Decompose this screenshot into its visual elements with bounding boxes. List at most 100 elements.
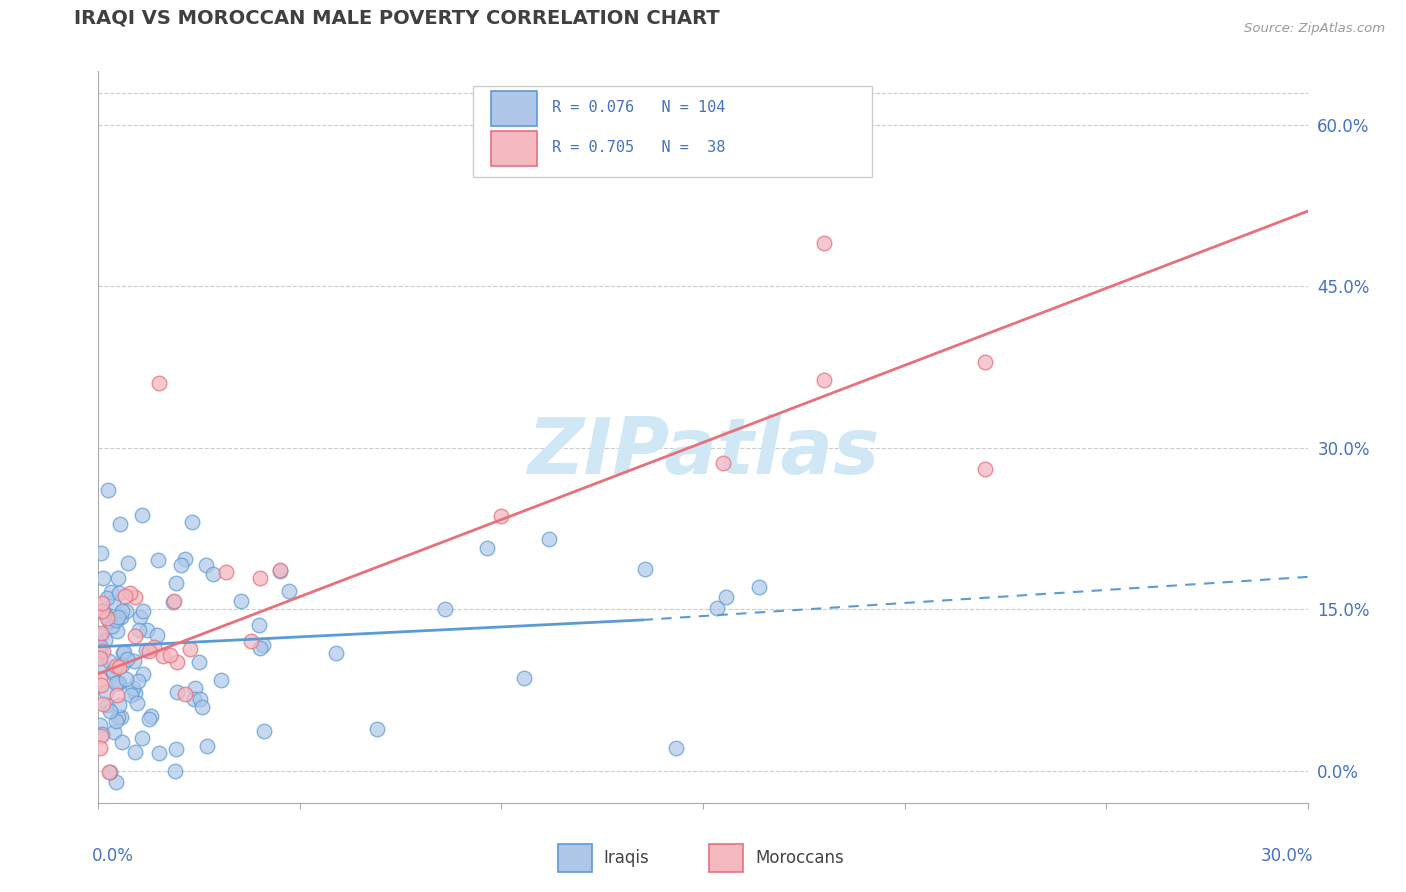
Point [252,638,274,652]
Point [98,654,121,668]
Point [112,646,135,660]
Point [165,742,187,756]
Point [131,508,153,522]
Point [139,708,162,723]
Point [124,746,146,760]
Point [91,697,114,711]
Text: R = 0.705   N =  38: R = 0.705 N = 38 [551,140,725,155]
Point [115,672,138,686]
Point [188,692,211,706]
Point [195,558,218,573]
Point [105,688,128,702]
Point [124,629,146,643]
Point [131,731,153,745]
Point [714,590,737,604]
Point [103,666,125,681]
Point [108,516,131,531]
Point [89,650,111,665]
Point [111,735,134,749]
FancyBboxPatch shape [558,845,592,872]
Point [89,741,111,756]
Point [162,595,184,609]
Point [269,563,291,577]
Point [148,376,170,391]
Point [491,509,513,524]
Point [97,614,120,628]
Point [325,646,347,660]
Point [277,583,299,598]
Point [110,710,132,724]
Point [114,604,136,618]
Point [89,639,111,653]
Point [163,764,186,779]
Point [124,686,146,700]
Text: 30.0%: 30.0% [1261,847,1313,864]
Point [711,456,734,470]
Point [122,681,145,696]
Point [813,236,835,251]
Point [148,746,170,760]
Point [105,624,128,638]
Point [538,533,561,547]
Point [247,618,270,632]
Point [195,739,218,754]
Point [187,655,209,669]
Point [202,567,225,582]
Text: 0.0%: 0.0% [93,847,134,864]
Point [90,657,112,672]
Point [117,556,139,570]
Point [110,610,132,624]
Point [91,596,114,610]
Point [90,729,112,743]
Point [974,462,997,476]
Point [974,354,997,368]
Point [90,726,112,740]
Point [97,483,120,497]
Point [173,551,195,566]
FancyBboxPatch shape [492,91,537,127]
Point [90,628,112,642]
Point [475,541,498,555]
Point [98,764,121,779]
Point [112,645,135,659]
Point [100,584,122,599]
Point [120,586,142,600]
FancyBboxPatch shape [709,845,742,872]
Point [111,604,134,618]
Point [132,604,155,618]
Text: Source: ZipAtlas.com: Source: ZipAtlas.com [1244,22,1385,36]
Point [179,641,201,656]
Point [249,571,271,585]
Point [117,652,139,666]
Point [108,698,131,712]
Point [183,692,205,706]
Point [124,590,146,604]
Point [162,594,184,608]
Point [96,591,118,605]
Point [128,610,150,624]
Point [105,613,128,627]
Point [107,675,129,690]
Point [170,558,193,572]
Point [89,672,111,686]
Point [166,684,188,698]
Point [127,673,149,688]
Point [96,698,118,712]
Point [101,594,124,608]
Point [107,675,129,690]
Point [94,633,117,648]
Point [249,641,271,656]
Text: Moroccans: Moroccans [755,849,844,867]
Point [125,696,148,710]
Point [96,607,118,622]
Point [215,566,238,580]
Point [103,725,125,739]
Text: IRAQI VS MOROCCAN MALE POVERTY CORRELATION CHART: IRAQI VS MOROCCAN MALE POVERTY CORRELATI… [75,8,720,28]
Point [90,604,112,618]
Point [89,718,111,732]
Point [104,714,127,729]
Point [253,724,276,739]
FancyBboxPatch shape [474,86,872,178]
Point [98,704,121,718]
Point [122,654,145,668]
